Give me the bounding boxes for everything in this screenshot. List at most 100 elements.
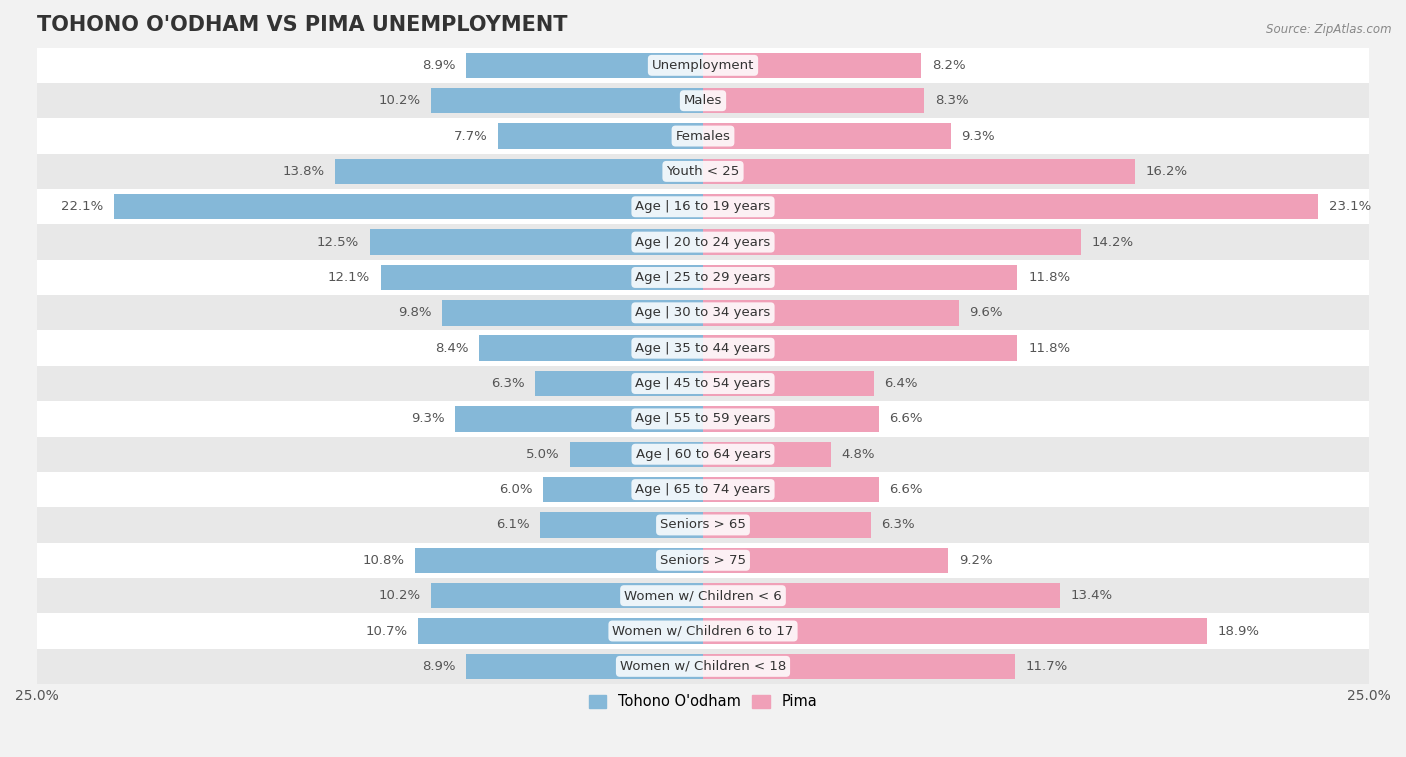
Bar <box>37 507 1369 543</box>
Text: 4.8%: 4.8% <box>842 447 875 461</box>
Bar <box>703 194 1319 220</box>
Text: Age | 25 to 29 years: Age | 25 to 29 years <box>636 271 770 284</box>
Bar <box>703 477 879 503</box>
Bar <box>456 407 703 431</box>
Text: TOHONO O'ODHAM VS PIMA UNEMPLOYMENT: TOHONO O'ODHAM VS PIMA UNEMPLOYMENT <box>37 15 568 35</box>
Text: 8.2%: 8.2% <box>932 59 966 72</box>
Text: 23.1%: 23.1% <box>1329 201 1371 213</box>
Bar <box>703 441 831 467</box>
Text: 18.9%: 18.9% <box>1218 625 1260 637</box>
Bar <box>370 229 703 255</box>
Legend: Tohono O'odham, Pima: Tohono O'odham, Pima <box>583 688 823 715</box>
Text: 10.2%: 10.2% <box>378 589 420 602</box>
Bar <box>703 547 948 573</box>
Text: 8.9%: 8.9% <box>422 660 456 673</box>
Bar <box>703 123 950 149</box>
Bar <box>536 371 703 396</box>
Bar <box>703 407 879 431</box>
Text: 16.2%: 16.2% <box>1146 165 1188 178</box>
Text: 5.0%: 5.0% <box>526 447 560 461</box>
Text: 9.6%: 9.6% <box>970 307 1002 319</box>
Text: 13.8%: 13.8% <box>283 165 325 178</box>
Text: Age | 60 to 64 years: Age | 60 to 64 years <box>636 447 770 461</box>
Text: Age | 45 to 54 years: Age | 45 to 54 years <box>636 377 770 390</box>
Bar <box>37 118 1369 154</box>
Text: Source: ZipAtlas.com: Source: ZipAtlas.com <box>1267 23 1392 36</box>
Text: Age | 16 to 19 years: Age | 16 to 19 years <box>636 201 770 213</box>
Bar <box>703 583 1060 609</box>
Bar <box>432 583 703 609</box>
Text: Age | 65 to 74 years: Age | 65 to 74 years <box>636 483 770 496</box>
Bar <box>37 366 1369 401</box>
Text: 11.8%: 11.8% <box>1028 271 1070 284</box>
Text: Females: Females <box>675 129 731 142</box>
Text: 6.4%: 6.4% <box>884 377 918 390</box>
Bar <box>703 335 1018 361</box>
Text: 6.6%: 6.6% <box>890 413 922 425</box>
Bar <box>479 335 703 361</box>
Text: Seniors > 65: Seniors > 65 <box>659 519 747 531</box>
Text: 8.3%: 8.3% <box>935 94 969 107</box>
Text: 8.9%: 8.9% <box>422 59 456 72</box>
Text: 6.0%: 6.0% <box>499 483 533 496</box>
Text: 7.7%: 7.7% <box>453 129 486 142</box>
Text: 10.8%: 10.8% <box>363 554 405 567</box>
Bar <box>703 300 959 326</box>
Bar <box>703 618 1206 643</box>
Text: 6.6%: 6.6% <box>890 483 922 496</box>
Bar <box>498 123 703 149</box>
Bar <box>569 441 703 467</box>
Bar <box>415 547 703 573</box>
Text: 6.3%: 6.3% <box>491 377 524 390</box>
Bar <box>37 189 1369 224</box>
Text: 22.1%: 22.1% <box>62 201 104 213</box>
Bar <box>703 371 873 396</box>
Text: 6.3%: 6.3% <box>882 519 915 531</box>
Bar <box>37 295 1369 331</box>
Bar <box>37 578 1369 613</box>
Text: 12.1%: 12.1% <box>328 271 370 284</box>
Text: Women w/ Children < 18: Women w/ Children < 18 <box>620 660 786 673</box>
Bar <box>37 83 1369 118</box>
Bar <box>432 88 703 114</box>
Text: 9.8%: 9.8% <box>398 307 432 319</box>
Text: Age | 20 to 24 years: Age | 20 to 24 years <box>636 235 770 248</box>
Bar <box>703 229 1081 255</box>
Bar <box>37 154 1369 189</box>
Text: 11.8%: 11.8% <box>1028 341 1070 355</box>
Bar <box>703 53 921 78</box>
Bar <box>335 159 703 184</box>
Bar <box>381 265 703 290</box>
Text: Women w/ Children 6 to 17: Women w/ Children 6 to 17 <box>613 625 793 637</box>
Bar <box>543 477 703 503</box>
Bar <box>37 260 1369 295</box>
Text: Youth < 25: Youth < 25 <box>666 165 740 178</box>
Text: 9.3%: 9.3% <box>411 413 444 425</box>
Text: Women w/ Children < 6: Women w/ Children < 6 <box>624 589 782 602</box>
Bar <box>703 653 1015 679</box>
Bar <box>37 224 1369 260</box>
Bar <box>37 649 1369 684</box>
Text: Age | 55 to 59 years: Age | 55 to 59 years <box>636 413 770 425</box>
Text: 6.1%: 6.1% <box>496 519 530 531</box>
Text: 11.7%: 11.7% <box>1025 660 1067 673</box>
Text: Unemployment: Unemployment <box>652 59 754 72</box>
Text: Age | 30 to 34 years: Age | 30 to 34 years <box>636 307 770 319</box>
Bar <box>703 512 870 537</box>
Bar <box>418 618 703 643</box>
Text: 12.5%: 12.5% <box>316 235 360 248</box>
Bar <box>465 653 703 679</box>
Text: 14.2%: 14.2% <box>1092 235 1135 248</box>
Text: 9.3%: 9.3% <box>962 129 995 142</box>
Bar <box>465 53 703 78</box>
Text: 9.2%: 9.2% <box>959 554 993 567</box>
Bar <box>37 48 1369 83</box>
Bar <box>37 543 1369 578</box>
Text: 10.7%: 10.7% <box>366 625 408 637</box>
Bar <box>37 401 1369 437</box>
Bar <box>540 512 703 537</box>
Bar <box>703 159 1135 184</box>
Text: Males: Males <box>683 94 723 107</box>
Text: 13.4%: 13.4% <box>1071 589 1112 602</box>
Bar <box>114 194 703 220</box>
